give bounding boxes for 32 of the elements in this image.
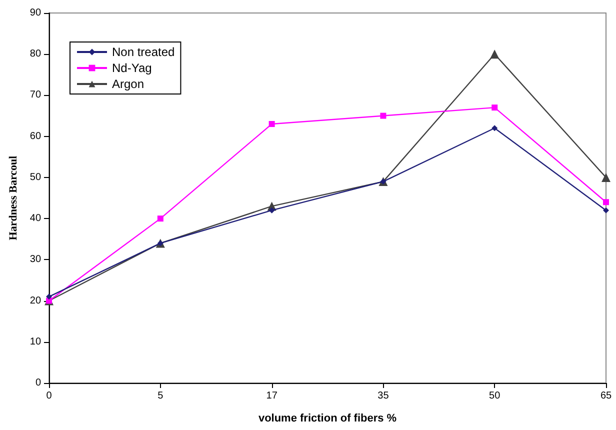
y-tick-label: 80 [30, 48, 42, 60]
legend-label: Non treated [112, 45, 175, 59]
y-axis-title: Hardness Barcoul [8, 156, 20, 240]
point [380, 112, 386, 119]
legend-label: Argon [112, 77, 144, 91]
y-tick-label: 60 [30, 130, 42, 142]
y-tick-label: 10 [30, 336, 42, 348]
x-tick-label: 0 [46, 390, 52, 402]
point [157, 216, 164, 222]
point [46, 294, 52, 300]
x-tick-label: 50 [489, 390, 501, 402]
point [268, 207, 275, 214]
point [268, 121, 275, 127]
point [602, 172, 610, 182]
point [603, 199, 609, 206]
x-tick-label: 5 [158, 390, 164, 402]
point [492, 125, 498, 132]
point [490, 50, 500, 59]
x-tick-label: 35 [378, 390, 390, 402]
y-tick-label: 90 [30, 8, 42, 18]
y-tick-label: 0 [35, 378, 42, 388]
legend-label: Nd-Yag [112, 61, 152, 75]
y-tick-label: 40 [30, 213, 42, 224]
x-axis-title: volume friction of fibers % [258, 412, 397, 424]
x-tick-label: 65 [600, 390, 612, 402]
y-tick-label: 70 [30, 90, 42, 101]
point [603, 207, 609, 214]
y-tick-label: 50 [30, 172, 42, 183]
point [492, 104, 498, 111]
y-tick-label: 20 [30, 295, 42, 306]
y-tick-label: 30 [30, 254, 42, 266]
x-tick-label: 17 [266, 390, 278, 402]
